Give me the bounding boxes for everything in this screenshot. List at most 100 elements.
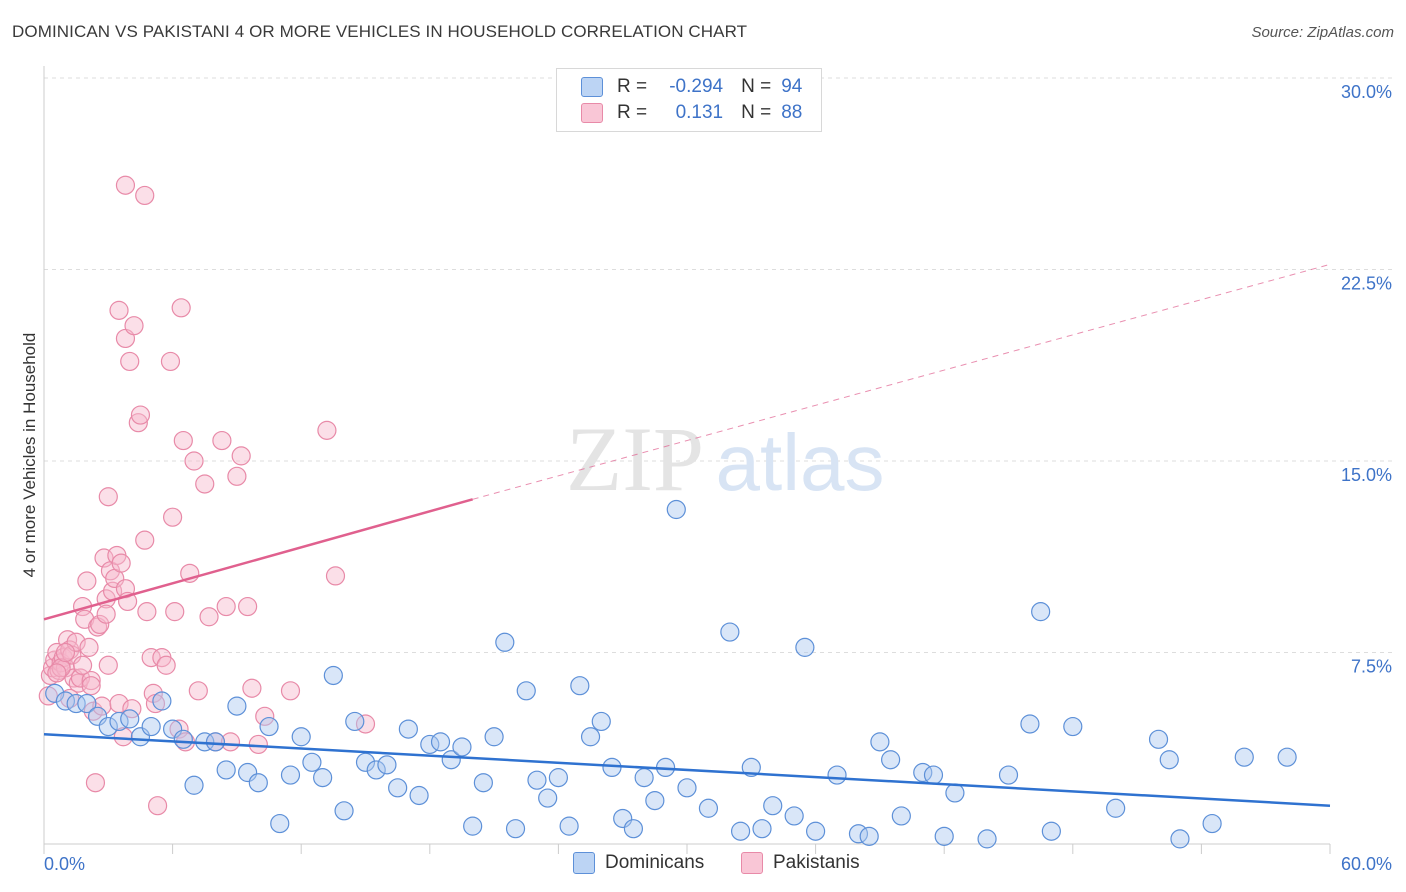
pakistani-point: [188, 681, 208, 701]
dominican-point: [398, 719, 418, 739]
dominican-point: [805, 821, 826, 841]
legend-item-pakistanis[interactable]: Pakistanis: [741, 852, 860, 874]
dominican-point: [580, 727, 601, 747]
dominican-point: [473, 773, 493, 793]
pakistani-point: [165, 602, 185, 622]
dominican-point: [280, 765, 301, 785]
pakistani-point: [120, 351, 140, 372]
pakistani-point: [81, 670, 101, 691]
pakistani-point: [135, 185, 155, 206]
dominican-point: [945, 783, 965, 803]
trend-lines: [43, 263, 1331, 807]
dominican-point: [77, 693, 97, 714]
dominican-point: [859, 826, 879, 846]
pakistani-point: [81, 676, 101, 696]
pakistanis-trend-extension: [472, 263, 1331, 500]
dominican-point: [430, 732, 451, 752]
dominican-point: [645, 790, 665, 811]
dominican-point: [120, 709, 140, 729]
pakistani-point: [227, 466, 247, 486]
dominican-point: [377, 755, 397, 775]
dominican-point: [934, 826, 954, 846]
pakistani-point: [113, 727, 133, 747]
pakistani-point: [115, 175, 136, 195]
watermark: ZIP atlas: [566, 408, 884, 510]
pakistani-point: [111, 553, 131, 573]
dominican-point: [345, 711, 365, 732]
grid-lines: [44, 77, 1394, 653]
tick-labels: 7.5% 15.0% 22.5% 30.0% 0.0% 60.0%: [44, 82, 1392, 874]
y-tick-label: 22.5%: [1341, 274, 1392, 294]
pakistani-point: [55, 642, 76, 663]
pakistani-point: [199, 607, 219, 627]
dominicans-trend-line: [43, 732, 1331, 807]
dominican-point: [741, 757, 761, 778]
dominican-point: [259, 716, 279, 737]
legend-r-label: R =: [617, 76, 648, 97]
dominican-point: [1020, 714, 1040, 734]
legend-r-value: 0.131: [675, 102, 724, 123]
dominican-point: [388, 778, 408, 798]
pakistani-point: [255, 706, 275, 726]
dominican-point: [98, 716, 118, 737]
watermark-zip: ZIP: [566, 408, 704, 510]
dominican-point: [977, 829, 997, 849]
pakistani-point: [171, 298, 191, 318]
legend-row-pakistanis: R = 0.131 N = 88: [581, 101, 802, 125]
dominican-point: [666, 499, 686, 520]
dominican-point: [248, 773, 268, 793]
pakistani-point: [124, 316, 144, 336]
pakistani-point: [135, 530, 155, 550]
dominican-point: [1063, 716, 1083, 737]
dominican-point: [730, 821, 751, 841]
dominican-point: [559, 816, 579, 836]
pakistani-point: [325, 566, 346, 586]
dominican-point: [527, 770, 547, 790]
dominican-point: [505, 819, 526, 839]
dominican-point: [141, 716, 161, 737]
dominicans-swatch: [573, 852, 595, 874]
dominican-point: [1170, 829, 1190, 849]
dominican-point: [216, 760, 236, 780]
dominican-point: [763, 796, 783, 816]
dominican-point: [484, 727, 504, 747]
dominican-point: [205, 732, 226, 752]
dominican-point: [570, 676, 590, 696]
pakistani-point: [317, 420, 337, 440]
dominican-point: [366, 760, 386, 780]
pakistanis-trend-line: [43, 498, 474, 621]
dominican-point: [463, 816, 483, 836]
dominican-point: [45, 683, 65, 703]
pakistani-point: [137, 602, 157, 622]
dominican-point: [698, 798, 719, 818]
dominican-point: [184, 775, 204, 795]
dominican-point: [323, 665, 343, 686]
dominican-point: [1202, 813, 1222, 834]
axes: [43, 66, 1331, 854]
pakistani-point: [238, 596, 258, 617]
legend-item-dominicans[interactable]: Dominicans: [573, 852, 704, 874]
dominican-point: [334, 801, 354, 821]
dominican-point: [591, 711, 611, 732]
dominican-point: [623, 819, 644, 839]
legend-r-label: R =: [617, 102, 648, 123]
pakistani-point: [156, 655, 176, 675]
pakistanis-swatch: [741, 852, 763, 874]
pakistani-point: [173, 430, 193, 451]
dominican-point: [313, 768, 333, 788]
pakistani-point: [128, 413, 148, 433]
pakistani-point: [130, 405, 151, 425]
dominican-point: [677, 778, 697, 798]
y-tick-label: 15.0%: [1341, 465, 1392, 485]
pakistani-point: [216, 596, 236, 617]
correlation-legend: R = -0.294 N = 94 R = 0.131 N = 88: [556, 68, 822, 132]
legend-label-dominicans: Dominicans: [605, 852, 705, 873]
dominican-point: [1159, 750, 1179, 770]
pakistani-point: [98, 655, 118, 675]
dominican-point: [495, 632, 515, 652]
x-tick-label: 60.0%: [1341, 854, 1392, 874]
legend-n-value: 94: [781, 76, 803, 97]
legend-row-dominicans: R = -0.294 N = 94: [581, 75, 802, 99]
pakistani-point: [184, 451, 204, 471]
dominican-point: [1031, 602, 1051, 622]
